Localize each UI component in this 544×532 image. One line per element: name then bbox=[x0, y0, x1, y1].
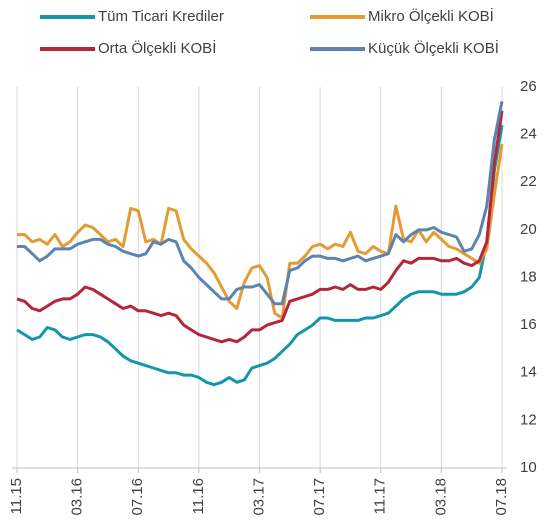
y-tick-label: 26 bbox=[520, 78, 537, 95]
line-series bbox=[17, 143, 504, 320]
x-tick-label: 03.16 bbox=[69, 478, 86, 516]
line-series bbox=[16, 110, 504, 344]
legend-label: Mikro Ölçekli KOBİ bbox=[368, 7, 494, 25]
x-tick-label: 11.16 bbox=[190, 478, 207, 514]
x-tick-label: 07.18 bbox=[493, 478, 510, 516]
y-tick-label: 16 bbox=[520, 316, 537, 333]
x-tick-label: 03.18 bbox=[432, 478, 449, 516]
x-tick-label: 07.17 bbox=[311, 478, 328, 516]
x-tick-label: 11.17 bbox=[372, 478, 389, 514]
y-tick-label: 12 bbox=[520, 411, 537, 428]
line-series bbox=[16, 124, 504, 387]
x-tick-label: 11.15 bbox=[8, 478, 25, 514]
y-tick-label: 14 bbox=[520, 364, 537, 381]
legend-label: Küçük Ölçekli KOBİ bbox=[368, 39, 499, 57]
y-tick-label: 20 bbox=[520, 221, 537, 238]
x-tick-label: 07.16 bbox=[129, 478, 146, 516]
x-tick-label: 03.17 bbox=[250, 478, 267, 516]
line-series bbox=[17, 101, 504, 306]
y-tick-label: 10 bbox=[520, 459, 537, 476]
legend-label: Orta Ölçekli KOBİ bbox=[98, 39, 216, 57]
y-tick-label: 22 bbox=[520, 173, 537, 190]
y-tick-label: 24 bbox=[520, 126, 537, 143]
y-tick-label: 18 bbox=[520, 268, 537, 285]
legend-label: Tüm Ticari Krediler bbox=[98, 8, 224, 25]
